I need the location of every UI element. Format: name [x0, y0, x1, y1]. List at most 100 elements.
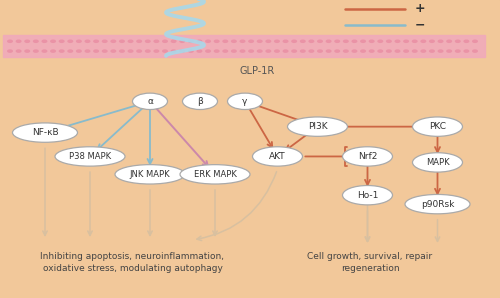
Text: +: +: [415, 2, 426, 15]
Circle shape: [102, 40, 107, 43]
Circle shape: [222, 40, 228, 43]
Text: −: −: [415, 19, 426, 32]
Circle shape: [266, 40, 272, 43]
Circle shape: [128, 40, 134, 43]
Circle shape: [446, 40, 452, 43]
Circle shape: [154, 40, 160, 43]
Circle shape: [110, 40, 116, 43]
Circle shape: [282, 49, 288, 53]
Circle shape: [128, 49, 134, 53]
Circle shape: [412, 49, 418, 53]
Circle shape: [145, 49, 151, 53]
Ellipse shape: [132, 93, 168, 109]
Circle shape: [429, 40, 435, 43]
Text: ERK MAPK: ERK MAPK: [194, 170, 236, 179]
Circle shape: [222, 49, 228, 53]
Circle shape: [256, 40, 262, 43]
Circle shape: [360, 40, 366, 43]
Circle shape: [162, 49, 168, 53]
Circle shape: [214, 49, 220, 53]
Circle shape: [403, 49, 409, 53]
Text: Nrf2: Nrf2: [358, 152, 377, 161]
Circle shape: [24, 49, 30, 53]
Circle shape: [291, 49, 297, 53]
Circle shape: [368, 40, 374, 43]
Circle shape: [76, 40, 82, 43]
Circle shape: [352, 40, 358, 43]
Ellipse shape: [342, 185, 392, 205]
Circle shape: [188, 49, 194, 53]
Circle shape: [274, 40, 280, 43]
Ellipse shape: [252, 147, 302, 166]
Ellipse shape: [288, 117, 348, 136]
Circle shape: [378, 40, 384, 43]
Circle shape: [343, 49, 349, 53]
Circle shape: [93, 49, 99, 53]
Ellipse shape: [342, 147, 392, 166]
Text: PI3K: PI3K: [308, 122, 328, 131]
Circle shape: [214, 40, 220, 43]
Circle shape: [274, 49, 280, 53]
Circle shape: [472, 49, 478, 53]
Ellipse shape: [412, 117, 463, 136]
Circle shape: [240, 40, 246, 43]
Circle shape: [16, 40, 22, 43]
Text: β: β: [197, 97, 203, 106]
Circle shape: [438, 49, 444, 53]
Circle shape: [68, 40, 73, 43]
Circle shape: [196, 49, 202, 53]
Circle shape: [50, 40, 56, 43]
Circle shape: [343, 40, 349, 43]
Text: p90Rsk: p90Rsk: [421, 200, 454, 209]
Circle shape: [84, 40, 90, 43]
Circle shape: [102, 49, 107, 53]
Circle shape: [308, 40, 314, 43]
Circle shape: [33, 40, 39, 43]
Circle shape: [429, 49, 435, 53]
Text: γ: γ: [242, 97, 248, 106]
Circle shape: [308, 49, 314, 53]
Circle shape: [196, 40, 202, 43]
Circle shape: [420, 40, 426, 43]
Circle shape: [472, 40, 478, 43]
Circle shape: [386, 49, 392, 53]
Circle shape: [394, 40, 400, 43]
Circle shape: [248, 40, 254, 43]
Circle shape: [420, 49, 426, 53]
Circle shape: [360, 49, 366, 53]
Circle shape: [179, 40, 185, 43]
Circle shape: [188, 40, 194, 43]
Circle shape: [58, 40, 64, 43]
Circle shape: [145, 40, 151, 43]
Text: MAPK: MAPK: [426, 158, 450, 167]
Circle shape: [76, 49, 82, 53]
Circle shape: [394, 49, 400, 53]
Text: GLP-1R: GLP-1R: [240, 66, 275, 76]
Circle shape: [42, 40, 48, 43]
Circle shape: [266, 49, 272, 53]
Text: AKT: AKT: [269, 152, 286, 161]
Text: Inhibiting apoptosis, neuroinflammation,
oxidative stress, modulating autophagy: Inhibiting apoptosis, neuroinflammation,…: [40, 252, 224, 273]
Circle shape: [256, 49, 262, 53]
Circle shape: [403, 40, 409, 43]
Circle shape: [455, 49, 461, 53]
Circle shape: [58, 49, 64, 53]
Circle shape: [84, 49, 90, 53]
Circle shape: [68, 49, 73, 53]
Circle shape: [300, 40, 306, 43]
Circle shape: [7, 49, 13, 53]
Circle shape: [110, 49, 116, 53]
Circle shape: [205, 40, 211, 43]
Ellipse shape: [115, 164, 185, 184]
Circle shape: [317, 40, 323, 43]
Circle shape: [50, 49, 56, 53]
Circle shape: [300, 49, 306, 53]
Circle shape: [170, 49, 176, 53]
Circle shape: [248, 49, 254, 53]
Circle shape: [162, 40, 168, 43]
Circle shape: [438, 40, 444, 43]
Ellipse shape: [55, 147, 125, 166]
Text: Cell growth, survival, repair
regeneration: Cell growth, survival, repair regenerati…: [308, 252, 432, 273]
Circle shape: [205, 49, 211, 53]
Circle shape: [24, 40, 30, 43]
